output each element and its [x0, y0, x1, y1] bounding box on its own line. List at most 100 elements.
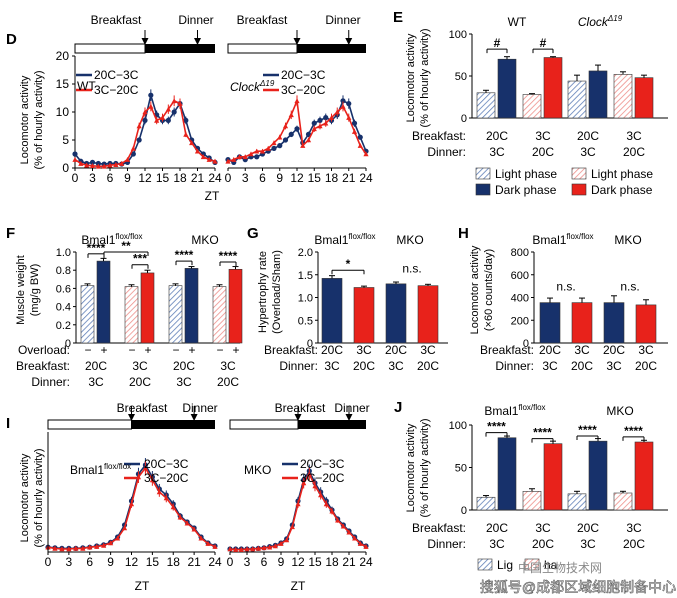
d-right-point-b: [259, 148, 266, 154]
e-bar-light: [522, 94, 542, 119]
f-overload-plus: +: [100, 343, 107, 357]
i-right-dark-period-bar: [298, 420, 366, 429]
i-left-x-tick-label: 0: [45, 555, 52, 569]
i-right-point-b: [323, 501, 329, 507]
d-right-point-b: [323, 120, 329, 126]
d-left-light-period-bar: [74, 43, 146, 54]
f-breakfast-value: 20C: [173, 359, 195, 373]
e-bar-dark: [588, 70, 608, 119]
e-legend-swatch: [571, 167, 587, 180]
e-ylabel-2: (% of hourly activity): [419, 28, 431, 127]
i-left-point-b: [52, 545, 58, 551]
i-left-point-b: [114, 535, 121, 541]
d-left-point-b: [130, 145, 136, 151]
h-y-tick-label: 800: [511, 247, 529, 259]
i-left-breakfast-arrow-head: [128, 414, 135, 421]
j-bar-dark: [634, 441, 654, 511]
d-left-point-a: [95, 160, 101, 167]
d-left-point-b: [136, 123, 142, 129]
i-right-point-b: [363, 544, 369, 549]
j-breakfast-value: 20C: [577, 521, 599, 535]
i-left-point-b: [135, 474, 142, 480]
i-left-point-b: [170, 504, 176, 510]
i-right-point-b: [352, 535, 358, 541]
d-ylabel-2: (% of hourly activity): [33, 70, 45, 169]
f-overload-minus: −: [84, 343, 91, 357]
i-left-series-line-b: [47, 466, 216, 550]
h-dinner-label: Dinner:: [495, 359, 534, 373]
f-overload-plus: +: [188, 343, 195, 357]
d-left-point-b: [107, 162, 113, 168]
i-left-x-tick-label: 12: [125, 555, 139, 569]
i-left-point-b: [184, 520, 190, 526]
d-right-point-a: [317, 117, 323, 123]
g-ylabel-2: (Overload/Sham): [271, 250, 283, 334]
h-ns-label-a: n.s.: [556, 280, 575, 294]
i-right-point-b: [255, 545, 261, 551]
panel-letter-i: I: [6, 415, 10, 432]
i-left-dinner-arrow-head: [190, 414, 198, 421]
d-left-point-b: [148, 103, 154, 109]
e-dinner-value: 20C: [623, 145, 645, 159]
d-left-series-line-a: [74, 92, 216, 165]
d-left-y-tick-label: 0: [62, 161, 69, 175]
f-group-bmal1: Bmal1flox/flox: [81, 232, 142, 247]
i-right-breakfast-arrow-head: [294, 414, 302, 421]
d-left-point-b: [200, 154, 206, 160]
h-breakfast-value: 3C: [638, 343, 654, 357]
i-right-point-b: [289, 524, 295, 530]
d-legend-a: 20C−3C: [94, 68, 139, 82]
f-dinner-value: 20C: [129, 375, 151, 389]
h-bar: [603, 302, 625, 344]
d-right-point-a: [351, 120, 358, 126]
e-legend-swatch: [475, 167, 491, 180]
f-bar-overload: [228, 268, 243, 344]
d-right-point-b: [328, 115, 335, 120]
panel-letter-h: H: [458, 225, 469, 242]
e-dinner-value: 3C: [489, 145, 505, 159]
d-left-y-tick-label: 5: [62, 133, 69, 147]
d-left-dark-period-bar: [145, 44, 215, 53]
d-left-point-b: [159, 115, 166, 120]
j-bar-light: [567, 493, 587, 511]
g-ylabel-1: Hypertrophy rate: [257, 251, 269, 333]
e-ylabel-1: Locomotor activity: [405, 33, 417, 122]
d-right-x-tick-label: 24: [359, 171, 373, 185]
i-right-point-b: [357, 541, 363, 546]
d-right-x-tick-label: 6: [259, 171, 266, 185]
i-left-x-tick-label: 9: [107, 555, 114, 569]
i-right-point-b: [329, 508, 335, 514]
f-y-tick-label: 0.2: [56, 320, 71, 332]
i-right-series-line-b: [229, 472, 367, 551]
i-right-x-tick-label: 3: [244, 555, 251, 569]
j-bar-light: [522, 490, 542, 511]
e-bar-dark: [634, 77, 654, 119]
d-right-x-tick-label: 0: [225, 171, 232, 185]
d-right-dinner-arrow-head: [345, 38, 353, 45]
panel-letter-j: J: [394, 399, 402, 416]
g-dinner-label: Dinner:: [279, 359, 318, 373]
i-left-point-b: [205, 541, 211, 546]
f-bar-overload: [184, 268, 199, 344]
f-overload-label: Overload:: [18, 343, 70, 357]
i-right-point-b: [233, 547, 239, 552]
d-left-point-b: [113, 162, 119, 167]
d-left-point-b: [95, 163, 101, 169]
f-ylabel-1: Muscle weight: [15, 255, 27, 325]
d-right-point-b: [363, 151, 369, 157]
h-breakfast-label: Breakfast:: [480, 343, 534, 357]
e-y-tick-label: 100: [449, 29, 467, 41]
h-group-mko: MKO: [614, 233, 641, 247]
d-right-point-a: [323, 115, 329, 121]
h-ns-label-b: n.s.: [620, 280, 639, 294]
i-right-legend-a: 20C−3C: [300, 457, 345, 471]
d-right-point-b: [305, 137, 312, 143]
e-bar-dark: [497, 58, 517, 119]
i-left-xlabel: ZT: [135, 579, 150, 593]
i-left-point-b: [177, 514, 183, 520]
g-y-tick-label: 2.0: [298, 247, 313, 259]
g-breakfast-value: 3C: [356, 343, 372, 357]
f-dinner-value: 3C: [88, 375, 104, 389]
e-dinner-value: 20C: [532, 145, 554, 159]
